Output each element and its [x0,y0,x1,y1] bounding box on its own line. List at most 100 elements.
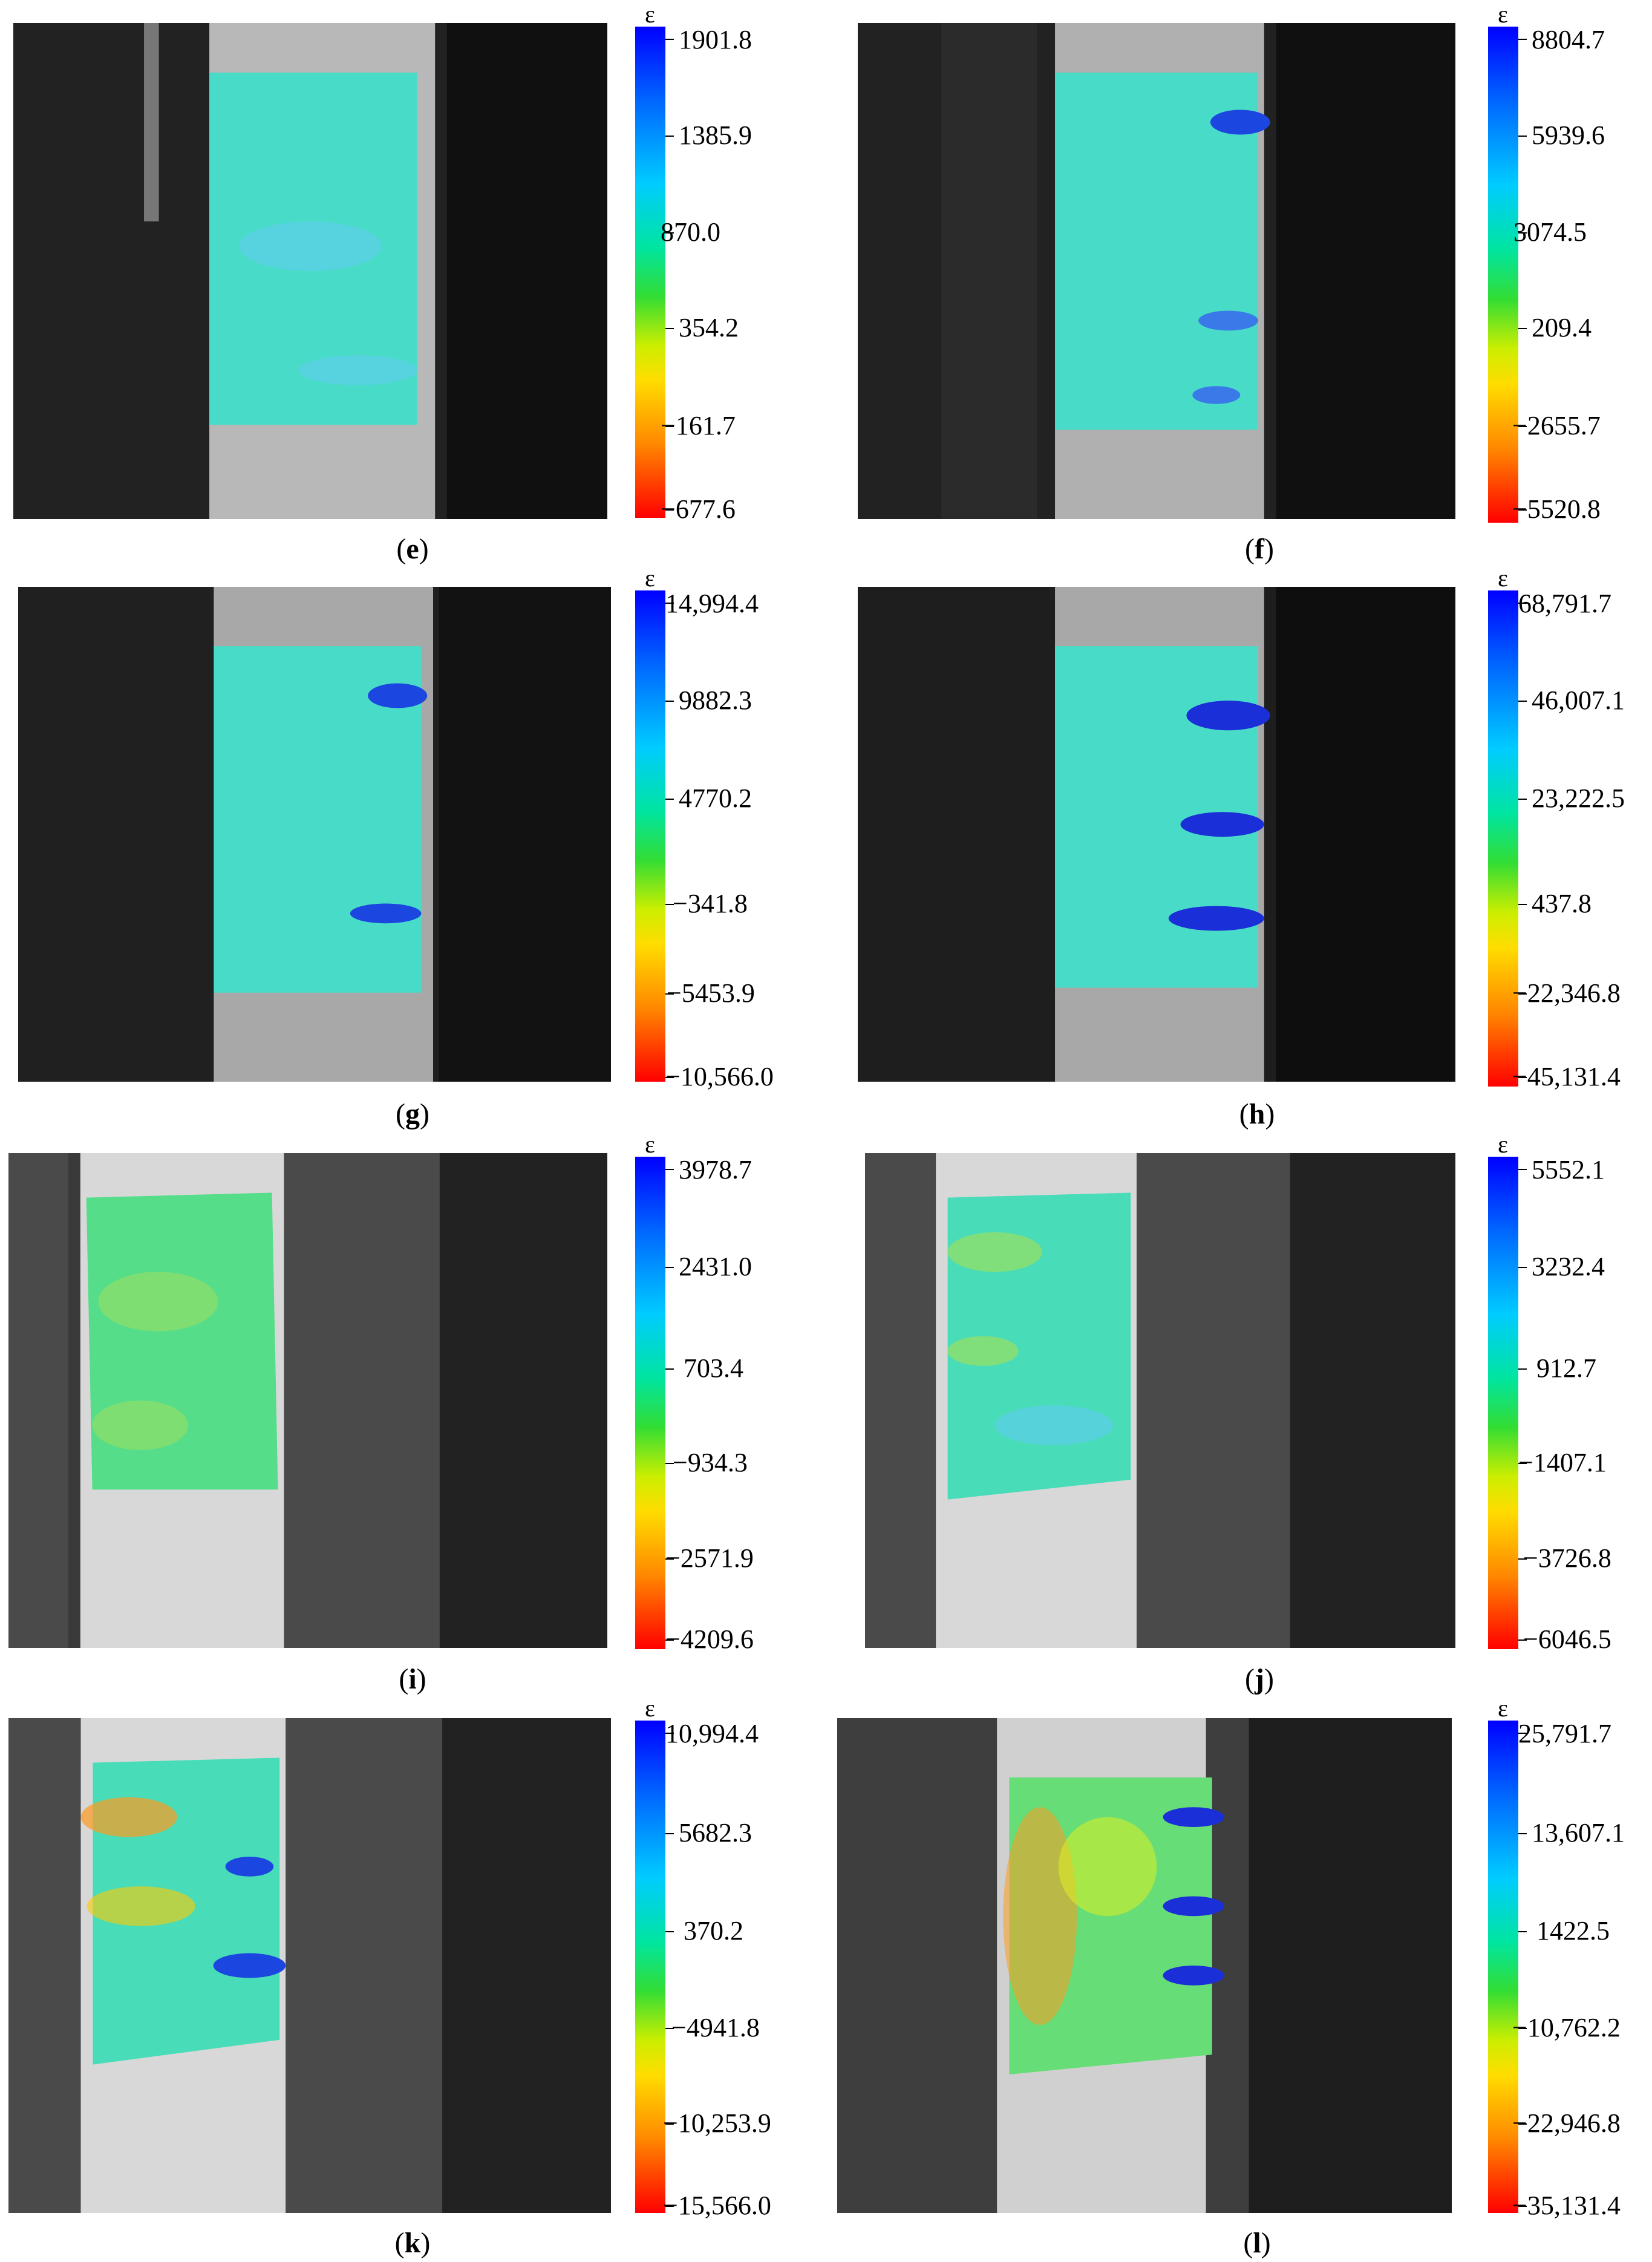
tick-mark [1518,2123,1527,2125]
tick-mark [665,2028,674,2029]
tick-mark [1518,1368,1527,1370]
tick-label-h-0: 68,791.7 [1518,589,1611,618]
tick-label-f-1: 5939.6 [1532,120,1605,150]
tick-label-k-3: −4941.8 [671,2013,760,2042]
tick-mark [1518,799,1527,800]
tick-label-g-3: −341.8 [673,889,748,918]
tick-mark [665,1077,674,1078]
tick-label-k-1: 5682.3 [679,1818,752,1848]
tick-label-f-5: −5520.8 [1512,494,1601,524]
tick-mark [665,1733,674,1734]
tick-mark [665,1463,674,1464]
tick-label-i-3: −934.3 [673,1448,748,1477]
tick-label-l-4: −22,946.8 [1512,2108,1621,2138]
tick-mark [665,1368,674,1370]
caption-letter-l: l [1253,2227,1261,2259]
tick-mark [1518,993,1527,995]
tick-label-k-0: 10,994.4 [665,1719,759,1748]
strain-field-image-l [837,1718,1452,2213]
caption-f: (f) [1245,533,1274,565]
tick-label-h-4: −22,346.8 [1512,978,1621,1008]
tick-label-i-5: −4209.6 [665,1624,754,1654]
tick-mark [1518,701,1527,702]
tick-mark [665,509,674,511]
tick-label-j-1: 3232.4 [1532,1252,1605,1281]
epsilon-label-j: ε [1498,1131,1508,1158]
tick-label-k-2: 370.2 [684,1916,743,1946]
epsilon-label-e: ε [645,1,655,28]
tick-label-h-3: 437.8 [1532,889,1592,918]
tick-mark [1518,232,1527,234]
tick-label-e-1: 1385.9 [679,120,752,150]
epsilon-label-k: ε [645,1695,655,1722]
tick-label-f-4: −2655.7 [1512,411,1601,440]
strain-field-image-e [13,23,607,519]
tick-label-i-0: 3978.7 [679,1155,752,1185]
epsilon-label-i: ε [645,1131,655,1158]
tick-mark [665,1931,674,1932]
tick-mark [665,1639,674,1641]
tick-label-j-4: −3726.8 [1523,1543,1611,1573]
tick-mark [1518,136,1527,137]
epsilon-label-g: ε [645,564,655,592]
tick-mark [665,1833,674,1834]
tick-mark [1518,509,1527,511]
tick-mark [1518,1077,1527,1078]
tick-mark [665,328,674,329]
tick-mark [1518,603,1527,604]
tick-label-k-4: −10,253.9 [663,2108,771,2138]
tick-mark [1518,1558,1527,1560]
tick-label-i-1: 2431.0 [679,1252,752,1281]
tick-mark [665,1558,674,1560]
tick-mark [1518,39,1527,40]
tick-label-h-5: −45,131.4 [1512,1062,1621,1091]
colorbar-l [1488,1721,1518,2213]
tick-label-i-2: 703.4 [684,1353,743,1383]
tick-label-f-3: 209.4 [1532,313,1592,342]
caption-letter-g: g [405,1098,420,1130]
colorbar-e [635,27,665,518]
caption-letter-f: f [1255,533,1264,565]
strain-field-image-h [858,587,1455,1082]
tick-label-g-4: −5453.9 [667,978,755,1008]
epsilon-label-h: ε [1498,564,1508,592]
tick-mark [1518,1931,1527,1932]
tick-label-l-2: 1422.5 [1536,1916,1610,1946]
tick-mark [1518,1833,1527,1834]
tick-mark [665,1169,674,1170]
tick-label-f-0: 8804.7 [1532,25,1605,54]
tick-mark [665,136,674,137]
tick-mark [1518,2028,1527,2029]
tick-label-e-4: −161.7 [661,411,736,440]
caption-j: (j) [1245,1663,1274,1695]
tick-mark [665,701,674,702]
tick-label-h-2: 23,222.5 [1532,783,1625,813]
tick-label-e-3: 354.2 [679,313,739,342]
tick-label-l-0: 25,791.7 [1518,1719,1611,1748]
colorbar-h [1488,590,1518,1087]
tick-mark [665,2206,674,2207]
tick-mark [1518,1733,1527,1734]
epsilon-label-l: ε [1498,1695,1508,1722]
caption-i: (i) [399,1663,426,1695]
tick-mark [665,904,674,905]
tick-label-l-5: −35,131.4 [1512,2191,1621,2220]
caption-k: (k) [394,2227,431,2259]
tick-label-g-1: 9882.3 [679,685,752,715]
caption-letter-j: j [1255,1663,1264,1695]
tick-label-g-2: 4770.2 [679,783,752,813]
tick-label-e-2: 870.0 [661,217,720,247]
caption-l: (l) [1243,2227,1271,2259]
strain-field-image-j [865,1153,1455,1648]
tick-mark [1518,1169,1527,1170]
tick-mark [665,232,674,234]
epsilon-label-f: ε [1498,1,1508,28]
tick-mark [1518,1267,1527,1268]
colorbar-k [635,1721,665,2213]
strain-field-image-g [18,587,611,1082]
strain-field-image-i [8,1153,607,1648]
tick-label-i-4: −2571.9 [665,1543,754,1573]
caption-letter-i: i [408,1663,417,1695]
strain-field-image-f [858,23,1455,519]
tick-label-k-5: −15,566.0 [663,2191,771,2220]
